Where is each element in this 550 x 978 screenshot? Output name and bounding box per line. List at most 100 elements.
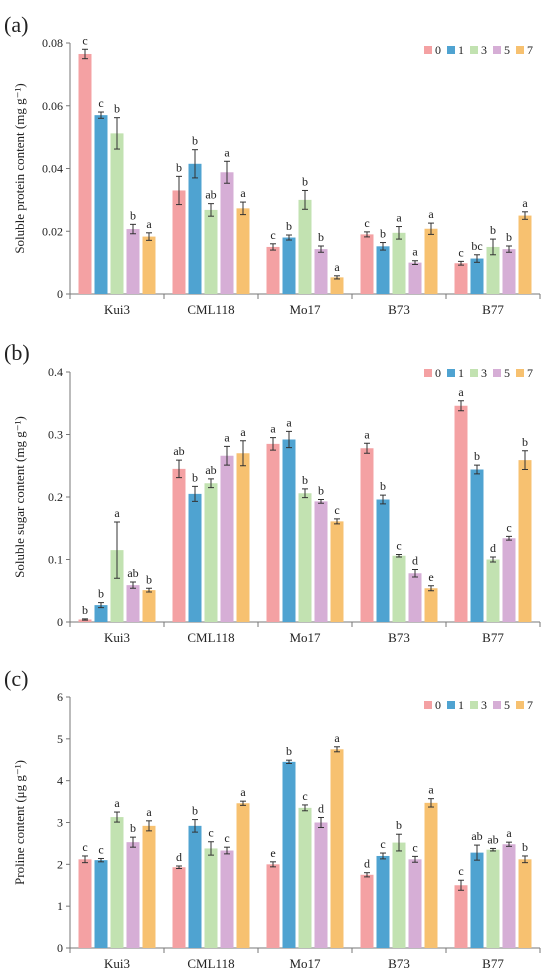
- bar-b73-7: [424, 228, 438, 294]
- significance-letter: c: [270, 228, 275, 242]
- y-tick-label: 0.1: [48, 553, 63, 567]
- bar-b77-0: [454, 885, 468, 948]
- bar-mo17-3: [298, 807, 312, 948]
- significance-letter: b: [286, 744, 292, 758]
- bar-kui3-3: [110, 817, 124, 948]
- legend-label: 5: [504, 43, 510, 57]
- significance-letter: c: [224, 831, 229, 845]
- significance-letter: a: [240, 785, 246, 799]
- bar-cml118-0: [172, 468, 186, 622]
- significance-letter: e: [270, 846, 275, 860]
- significance-letter: b: [302, 473, 308, 487]
- panel-label: (b): [4, 340, 30, 365]
- legend-swatch: [493, 701, 501, 709]
- bar-mo17-7: [330, 521, 344, 622]
- significance-letter: e: [428, 570, 433, 584]
- significance-letter: a: [412, 245, 418, 259]
- significance-letter: d: [318, 801, 324, 815]
- bar-mo17-7: [330, 277, 344, 294]
- bar-b73-3: [392, 232, 406, 294]
- significance-letter: a: [224, 430, 230, 444]
- significance-letter: b: [522, 435, 528, 449]
- bar-b73-5: [408, 262, 422, 294]
- significance-letter: a: [114, 796, 120, 810]
- bar-mo17-5: [314, 249, 328, 294]
- bar-cml118-3: [204, 209, 218, 294]
- legend-swatch: [470, 46, 478, 54]
- significance-letter: c: [364, 216, 369, 230]
- bar-mo17-5: [314, 501, 328, 622]
- legend-swatch: [493, 369, 501, 377]
- significance-letter: c: [208, 826, 213, 840]
- y-tick-label: 0.3: [48, 428, 63, 442]
- legend-swatch: [470, 701, 478, 709]
- bar-b73-1: [376, 855, 390, 948]
- bar-b73-1: [376, 499, 390, 622]
- legend-label: 3: [481, 366, 487, 380]
- bar-b77-3: [486, 849, 500, 948]
- bar-b77-3: [486, 246, 500, 294]
- legend-label: 0: [435, 698, 441, 712]
- y-axis-label: Soluble sugar content (mg g⁻¹): [12, 416, 27, 578]
- significance-letter: a: [334, 731, 340, 745]
- x-tick-label: Mo17: [289, 630, 321, 645]
- y-tick-label: 0.08: [42, 36, 63, 50]
- legend: 0 1 3 5 7: [424, 43, 533, 57]
- significance-letter: d: [412, 554, 418, 568]
- y-tick-label: 0.2: [48, 490, 63, 504]
- significance-letter: c: [82, 840, 87, 854]
- bar-b77-7: [518, 215, 532, 294]
- bar-mo17-3: [298, 493, 312, 622]
- legend-label: 3: [481, 43, 487, 57]
- chart-panel-b: (b) 0 0.1 0.2 0.3 0.4 Soluble sugar content (m…: [4, 340, 541, 645]
- bar-b73-0: [360, 234, 374, 294]
- significance-letter: a: [428, 783, 434, 797]
- x-tick-label: B73: [388, 302, 410, 317]
- bar-b73-3: [392, 555, 406, 622]
- legend-swatch: [516, 369, 524, 377]
- bar-cml118-7: [236, 208, 250, 294]
- significance-letter: c: [98, 842, 103, 856]
- significance-letter: d: [176, 850, 182, 864]
- legend-label: 1: [458, 366, 464, 380]
- legend-label: 7: [527, 366, 533, 380]
- y-tick-label: 1: [57, 899, 63, 913]
- legend-swatch: [516, 46, 524, 54]
- x-tick-label: Kui3: [104, 956, 130, 971]
- bar-cml118-5: [220, 850, 234, 948]
- significance-letter: c: [458, 864, 463, 878]
- bar-kui3-7: [142, 236, 156, 294]
- bar-kui3-0: [78, 859, 92, 948]
- bar-cml118-0: [172, 867, 186, 948]
- bar-kui3-7: [142, 590, 156, 622]
- significance-letter: b: [146, 572, 152, 586]
- significance-letter: a: [240, 425, 246, 439]
- y-axis-label: Proline content (μg g⁻¹): [12, 760, 27, 885]
- significance-letter: c: [82, 33, 87, 47]
- significance-letter: b: [318, 484, 324, 498]
- x-tick-label: CML118: [187, 956, 234, 971]
- legend: 0 1 3 5 7: [424, 698, 533, 712]
- significance-letter: ab: [487, 832, 498, 846]
- bar-b77-3: [486, 559, 500, 622]
- bar-b77-5: [502, 844, 516, 948]
- bar-cml118-3: [204, 848, 218, 948]
- bar-mo17-0: [266, 246, 280, 294]
- legend-swatch: [447, 701, 455, 709]
- bar-cml118-1: [188, 493, 202, 622]
- significance-letter: ab: [471, 829, 482, 843]
- significance-letter: a: [286, 415, 292, 429]
- bar-b77-7: [518, 859, 532, 948]
- significance-letter: a: [270, 422, 276, 436]
- bar-mo17-3: [298, 199, 312, 294]
- x-tick-label: Kui3: [104, 302, 130, 317]
- significance-letter: b: [506, 230, 512, 244]
- significance-letter: a: [522, 196, 528, 210]
- legend-label: 5: [504, 698, 510, 712]
- legend-label: 1: [458, 698, 464, 712]
- significance-letter: a: [224, 145, 230, 159]
- x-tick-label: B73: [388, 630, 410, 645]
- legend-label: 5: [504, 366, 510, 380]
- significance-letter: a: [146, 805, 152, 819]
- significance-letter: b: [176, 160, 182, 174]
